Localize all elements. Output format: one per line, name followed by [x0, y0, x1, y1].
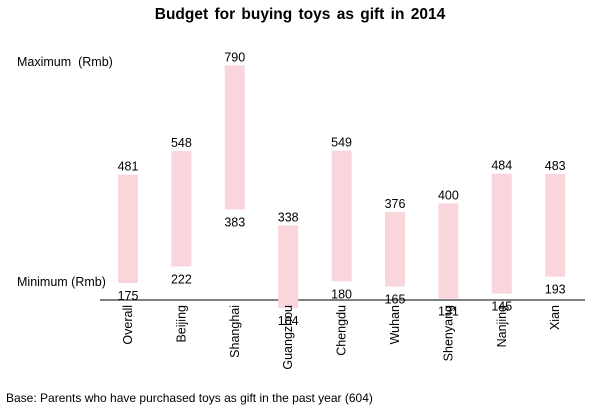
max-label-xian: 483: [545, 159, 566, 173]
max-label-guangzhou: 338: [278, 210, 299, 224]
range-bar-shanghai: [224, 65, 245, 210]
max-label-beijing: 548: [171, 136, 192, 150]
minimum-axis-caption: Minimum (Rmb): [17, 275, 106, 289]
chart-title: Budget for buying toys as gift in 2014: [154, 6, 446, 23]
category-label-wuhan: Wuhan: [388, 305, 402, 344]
range-bar-wuhan: [385, 211, 405, 287]
category-label-overall: Overall: [121, 305, 135, 345]
category-label-nanjing: Nanjing: [495, 305, 509, 347]
range-bar-shenyang: [438, 203, 459, 299]
max-label-wuhan: 376: [385, 197, 406, 211]
range-bar-xian: [545, 174, 566, 277]
category-label-shanghai: Shanghai: [228, 305, 242, 358]
min-label-shanghai: 383: [224, 215, 245, 229]
range-bar-overall: [118, 174, 138, 284]
category-tick-labels: Overall Beijing Shanghai Guangzhou Chengdu Wu…: [121, 305, 562, 370]
max-label-shanghai: 790: [224, 50, 245, 64]
range-bar-guangzhou: [278, 225, 299, 309]
maximum-axis-caption: Maximum (Rmb): [17, 55, 113, 69]
range-bar-nanjing: [491, 173, 512, 294]
min-label-beijing: 222: [171, 272, 192, 286]
range-bar-beijing: [171, 151, 192, 267]
max-label-overall: 481: [118, 160, 139, 174]
category-label-chengdu: Chengdu: [335, 305, 349, 356]
min-label-xian: 193: [545, 283, 566, 297]
category-label-shenyang: Shenyang: [441, 305, 455, 361]
min-label-overall: 175: [118, 289, 139, 303]
category-label-beijing: Beijing: [174, 305, 188, 343]
category-label-guangzhou: Guangzhou: [281, 305, 295, 370]
min-label-nanjing: 145: [491, 300, 512, 314]
value-labels: 481 175 548 222 790 383 338 104 549 180 376 165 400 1…: [118, 50, 566, 328]
range-bars: [118, 65, 566, 309]
min-label-wuhan: 165: [385, 293, 406, 307]
max-label-shenyang: 400: [438, 188, 459, 202]
range-bar-chengdu: [331, 150, 352, 282]
min-label-chengdu: 180: [331, 287, 352, 301]
max-label-chengdu: 549: [331, 136, 352, 150]
category-label-xian: Xian: [548, 305, 562, 330]
min-label-shenyang: 131: [438, 305, 459, 319]
min-label-guangzhou: 104: [278, 314, 299, 328]
footnote: Base: Parents who have purchased toys as…: [6, 391, 373, 405]
max-label-nanjing: 484: [491, 159, 512, 173]
